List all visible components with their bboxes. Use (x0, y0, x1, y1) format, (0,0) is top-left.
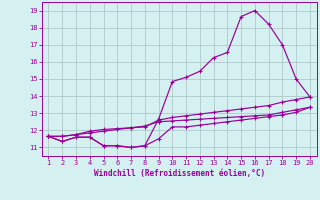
X-axis label: Windchill (Refroidissement éolien,°C): Windchill (Refroidissement éolien,°C) (94, 169, 265, 178)
